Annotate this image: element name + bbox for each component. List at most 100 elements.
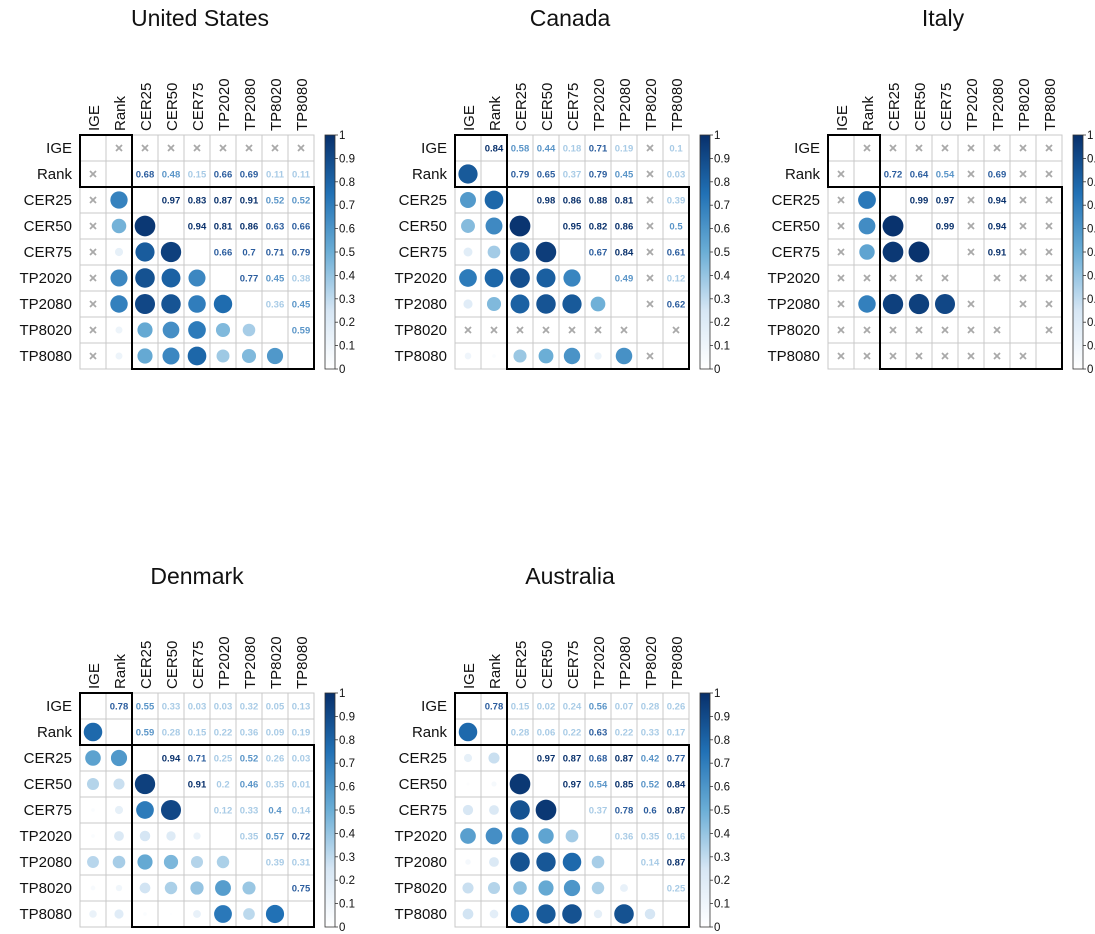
column-label: IGE bbox=[461, 663, 478, 689]
column-label: CER75 bbox=[565, 641, 582, 689]
correlation-value: 0.12 bbox=[214, 806, 233, 817]
correlation-circle bbox=[143, 912, 147, 916]
correlation-circle bbox=[620, 884, 628, 892]
correlation-circle bbox=[463, 753, 473, 763]
color-bar-tick-label: 0.8 bbox=[339, 177, 355, 189]
grid-cell bbox=[105, 692, 133, 720]
correlation-circle bbox=[216, 349, 230, 363]
color-bar-tick-label: 0.5 bbox=[1087, 247, 1095, 259]
row-label: TP8080 bbox=[19, 348, 72, 365]
correlation-value: 0.6 bbox=[643, 806, 656, 817]
row-label: TP2080 bbox=[394, 854, 447, 871]
panel-denmark: Denmark IGE Rank CER25 CER50 CER75 TP2020 TP208… bbox=[19, 563, 355, 934]
correlation-value: 0.19 bbox=[615, 144, 634, 155]
correlation-circle bbox=[591, 855, 605, 869]
correlation-value: 0.42 bbox=[641, 754, 660, 765]
nonsignificant-cross bbox=[297, 144, 305, 152]
correlation-circle bbox=[241, 348, 257, 364]
color-bar-tick-label: 0.3 bbox=[714, 294, 730, 306]
panel-united-states: United States IGE Rank CER25 CER50 CER75 TP202… bbox=[19, 5, 355, 376]
grid-cell bbox=[183, 770, 211, 798]
correlation-circle bbox=[536, 852, 556, 872]
column-label: TP8080 bbox=[294, 636, 311, 689]
grid-cell bbox=[983, 238, 1011, 266]
correlation-circle bbox=[462, 804, 474, 816]
correlation-value: 0.09 bbox=[266, 728, 285, 739]
row-label: Rank bbox=[785, 166, 821, 183]
correlation-circle bbox=[114, 805, 124, 815]
color-bar-tick-label: 0.1 bbox=[714, 899, 730, 911]
correlation-circle bbox=[510, 294, 530, 314]
color-bar-tick-label: 1 bbox=[714, 130, 720, 142]
correlation-circle bbox=[491, 781, 497, 787]
correlation-value: 0.84 bbox=[667, 780, 686, 791]
row-label: CER50 bbox=[24, 218, 72, 235]
row-label: TP8080 bbox=[19, 906, 72, 923]
color-bar-tick-label: 0.7 bbox=[339, 200, 355, 212]
correlation-circle bbox=[193, 832, 201, 840]
grid-cell bbox=[532, 134, 560, 162]
correlation-circle bbox=[465, 859, 471, 865]
correlation-value: 0.85 bbox=[615, 780, 634, 791]
correlation-circle bbox=[458, 722, 478, 742]
correlation-value: 0.84 bbox=[485, 144, 504, 155]
correlation-circle bbox=[485, 217, 503, 235]
nonsignificant-cross bbox=[889, 352, 897, 360]
correlation-circle bbox=[110, 269, 128, 287]
correlation-value: 0.87 bbox=[214, 196, 233, 207]
cluster-box-identity bbox=[79, 134, 133, 188]
row-label: Rank bbox=[412, 724, 448, 741]
nonsignificant-cross bbox=[594, 326, 602, 334]
grid-cell bbox=[261, 290, 289, 318]
correlation-circle bbox=[459, 269, 477, 287]
correlation-circle bbox=[511, 827, 529, 845]
color-bar-tick-label: 0.3 bbox=[339, 294, 355, 306]
correlation-value: 0.67 bbox=[589, 248, 608, 259]
color-bar-tick-label: 0.2 bbox=[339, 875, 355, 887]
column-label: CER25 bbox=[886, 83, 903, 131]
correlation-value: 0.28 bbox=[162, 728, 181, 739]
correlation-circle bbox=[536, 268, 556, 288]
correlation-value: 0.35 bbox=[240, 832, 259, 843]
correlation-circle bbox=[858, 191, 876, 209]
correlation-circle bbox=[161, 268, 181, 288]
grid-cell bbox=[209, 796, 237, 824]
column-label: CER75 bbox=[190, 641, 207, 689]
correlation-value: 0.52 bbox=[266, 196, 285, 207]
panel-italy: Italy IGE Rank CER25 CER50 CER75 TP2020 TP2080 T… bbox=[767, 5, 1095, 376]
nonsignificant-cross bbox=[89, 248, 97, 256]
color-bar-tick-label: 0.2 bbox=[339, 317, 355, 329]
nonsignificant-cross bbox=[967, 248, 975, 256]
nonsignificant-cross bbox=[1045, 170, 1053, 178]
grid-cell bbox=[454, 874, 482, 902]
nonsignificant-cross bbox=[837, 274, 845, 282]
correlation-circle bbox=[510, 904, 530, 924]
correlation-value: 0.65 bbox=[537, 170, 556, 181]
grid-cell bbox=[827, 134, 855, 162]
correlation-value: 0.44 bbox=[537, 144, 556, 155]
column-label: Rank bbox=[487, 653, 504, 689]
correlation-value: 0.19 bbox=[292, 728, 311, 739]
correlation-value: 0.33 bbox=[641, 728, 660, 739]
grid-cell bbox=[209, 238, 237, 266]
grid-cell bbox=[454, 134, 482, 162]
cluster-box-identity bbox=[79, 692, 133, 746]
correlation-circle bbox=[510, 242, 530, 262]
color-bar-tick-label: 0.1 bbox=[1087, 341, 1095, 353]
color-bar-tick-label: 0.8 bbox=[714, 735, 730, 747]
correlation-circle bbox=[462, 882, 474, 894]
correlation-circle bbox=[908, 241, 930, 263]
correlation-circle bbox=[188, 321, 206, 339]
correlation-value: 0.78 bbox=[110, 702, 129, 713]
row-label: IGE bbox=[794, 140, 820, 157]
nonsignificant-cross bbox=[941, 326, 949, 334]
correlation-circle bbox=[486, 296, 502, 312]
nonsignificant-cross bbox=[967, 300, 975, 308]
correlation-circle bbox=[135, 242, 155, 262]
correlation-value: 0.99 bbox=[910, 196, 929, 207]
color-bar bbox=[1072, 134, 1084, 370]
column-label: TP2080 bbox=[617, 636, 634, 689]
correlation-circle bbox=[536, 904, 556, 924]
correlation-circle bbox=[462, 908, 474, 920]
correlation-value: 0.77 bbox=[667, 754, 686, 765]
